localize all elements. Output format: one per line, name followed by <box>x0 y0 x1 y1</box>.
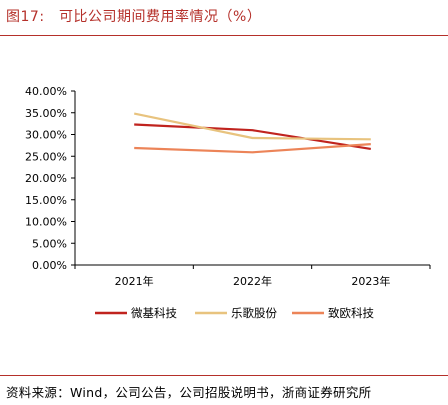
y-tick-label: 10.00% <box>25 216 67 229</box>
y-tick-label: 25.00% <box>25 150 67 163</box>
chart-legend: 微基科技 乐歌股份 致欧科技 <box>95 306 374 320</box>
legend-label: 微基科技 <box>131 306 177 320</box>
y-tick-label: 20.00% <box>25 172 67 185</box>
figure-title: 图17: 可比公司期间费用率情况（%） <box>6 9 262 25</box>
x-tick-label: 2022年 <box>233 274 272 288</box>
y-tick-label: 30.00% <box>25 129 67 142</box>
series-line-1 <box>134 123 371 150</box>
series-line-3 <box>134 143 371 154</box>
chart-axes: 0.00% 5.00% 10.00% 15.00% 20.00% 25.00% 30.00%… <box>25 85 431 288</box>
source-rule <box>0 375 448 376</box>
title-rule <box>0 35 448 36</box>
line-chart: 0.00% 5.00% 10.00% 15.00% 20.00% 25.00% 30.00%… <box>25 85 431 320</box>
x-tick-label: 2023年 <box>351 274 390 288</box>
chart-series <box>133 112 371 154</box>
series-line-2 <box>133 112 371 141</box>
y-tick-label: 40.00% <box>25 85 67 98</box>
source-note: 资料来源：Wind，公司公告，公司招股说明书，浙商证券研究所 <box>6 385 372 400</box>
legend-label: 乐歌股份 <box>231 306 277 320</box>
y-tick-label: 5.00% <box>32 237 67 250</box>
y-tick-label: 0.00% <box>32 259 67 272</box>
y-tick-label: 35.00% <box>25 107 67 120</box>
legend-label: 致欧科技 <box>328 306 374 320</box>
x-tick-label: 2021年 <box>115 274 154 288</box>
y-tick-label: 15.00% <box>25 194 67 207</box>
